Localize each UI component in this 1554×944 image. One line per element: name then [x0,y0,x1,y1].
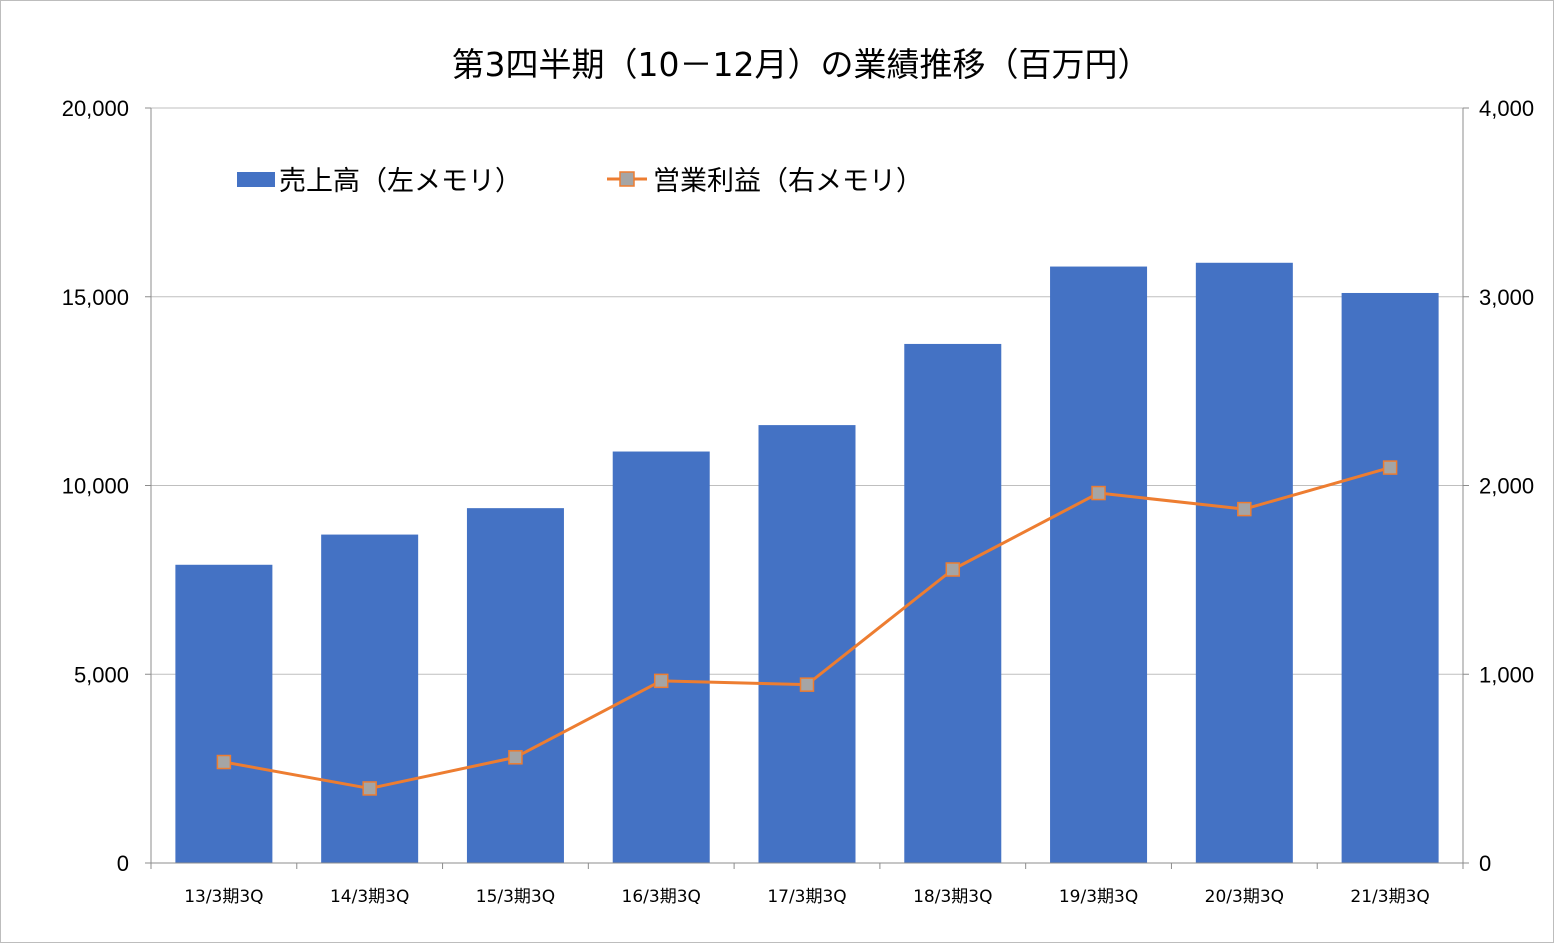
x-tick-label: 15/3期3Q [476,887,555,907]
right-tick-label: 2,000 [1479,474,1534,499]
x-tick-label: 21/3期3Q [1350,887,1429,907]
bar-sales [1050,266,1148,863]
point-operating-profit [945,562,961,577]
point-operating-profit [216,754,232,770]
left-tick-label: 0 [117,851,129,876]
legend-swatch-sales [237,172,275,187]
legend: 売上高（左メモリ） 営業利益（右メモリ） [237,166,923,197]
left-tick-label: 10,000 [62,474,129,499]
point-operating-profit [1091,485,1106,501]
left-tick-label: 20,000 [62,96,129,121]
left-tick-label: 5,000 [74,662,129,687]
x-tick-label: 17/3期3Q [767,887,846,907]
x-tick-label: 14/3期3Q [330,887,409,907]
right-tick-label: 1,000 [1479,662,1534,687]
x-tick-label: 16/3期3Q [622,887,701,907]
x-tick-label: 20/3期3Q [1205,887,1284,907]
x-tick-label: 18/3期3Q [913,887,992,907]
point-operating-profit [1237,501,1252,517]
bar-sales [175,564,273,863]
bar-sales [612,451,710,863]
axes [145,107,1469,869]
bar-sales [758,425,856,863]
legend-marker-operating-profit [619,171,635,187]
point-operating-profit [653,673,669,689]
point-operating-profit [799,677,815,692]
point-operating-profit [508,750,523,765]
tick-labels: 0 5,000 10,000 15,000 20,000 0 1,000 2,000 3,000… [62,96,1534,907]
bar-series [175,262,1439,864]
legend-label-sales: 売上高（左メモリ） [279,166,522,197]
right-tick-label: 0 [1479,851,1491,876]
x-tick-label: 19/3期3Q [1059,887,1138,907]
right-tick-label: 4,000 [1479,96,1534,121]
left-tick-label: 15,000 [62,285,129,310]
bar-sales [904,343,1002,863]
bar-sales [466,508,564,863]
bar-sales [1195,262,1293,863]
bar-sales [321,534,419,863]
legend-label-operating-profit: 営業利益（右メモリ） [653,166,923,197]
point-operating-profit [1382,460,1398,475]
right-tick-label: 3,000 [1479,285,1534,310]
bar-sales [1341,292,1439,864]
chart-title: 第3四半期（10－12月）の業績推移（百万円） [452,45,1151,84]
x-tick-label: 13/3期3Q [184,887,263,907]
point-operating-profit [362,781,377,796]
line-series [216,460,1398,796]
